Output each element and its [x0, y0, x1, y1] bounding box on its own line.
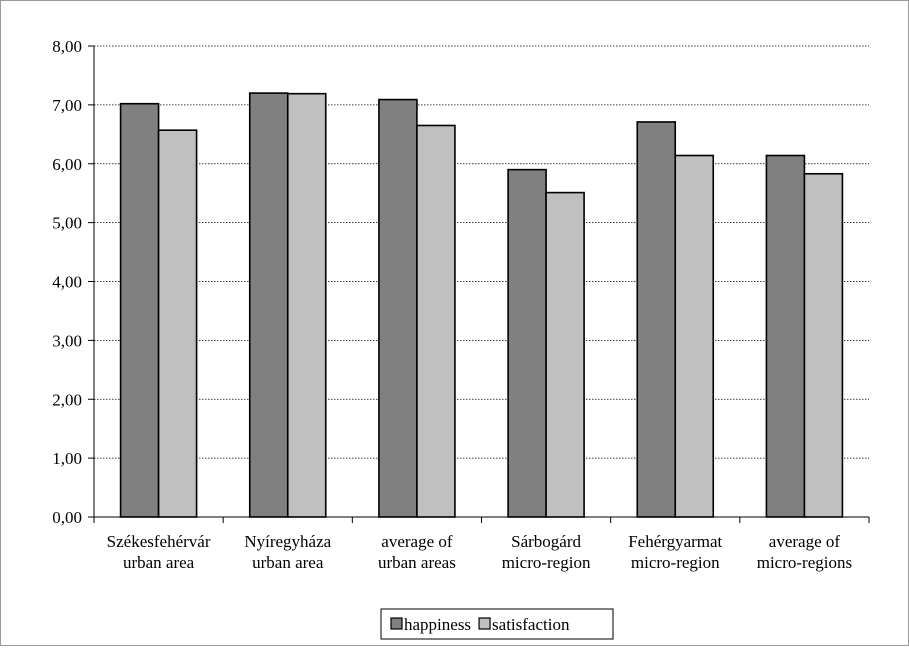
x-category-label: average of micro-regions — [757, 532, 852, 572]
x-category-label: average of urban areas — [378, 532, 456, 572]
gridlines — [94, 45, 869, 459]
x-category-label-line: average of — [381, 532, 453, 551]
bars — [119, 92, 844, 518]
y-tick-label: 4,00 — [52, 273, 82, 292]
y-tick-label: 3,00 — [52, 331, 82, 350]
bar-happiness — [765, 154, 806, 518]
y-tick-label: 0,00 — [52, 508, 82, 527]
bar-happiness — [248, 92, 289, 518]
bar-happiness — [636, 121, 677, 518]
legend-swatch-satisfaction — [478, 617, 491, 630]
legend-swatch-happiness — [390, 617, 403, 630]
x-category-label-line: Fehérgyarmat — [628, 532, 722, 551]
x-category-label: Fehérgyarmat micro-region — [628, 532, 722, 572]
x-category-labels: Székesfehérvár urban area Nyíregyháza urban… — [107, 532, 852, 572]
x-category-label: Nyíregyháza urban area — [244, 532, 331, 572]
y-tick-labels: 0,00 1,00 2,00 3,00 4,00 5,00 6,00 7,00 8,00 — [52, 37, 82, 527]
x-category-label-line: micro-region — [631, 553, 720, 572]
x-category-label-line: micro-regions — [757, 553, 852, 572]
legend-label-satisfaction: satisfaction — [492, 615, 570, 634]
x-category-label-line: average of — [769, 532, 841, 551]
x-category-label-line: urban area — [252, 553, 324, 572]
legend: happiness satisfaction — [380, 608, 614, 640]
x-category-label: Székesfehérvár urban area — [107, 532, 211, 572]
y-tick-label: 5,00 — [52, 214, 82, 233]
bar-happiness — [507, 168, 547, 518]
x-category-label-line: Sárbogárd — [511, 532, 581, 551]
legend-label-happiness: happiness — [404, 615, 471, 634]
y-tick-label: 1,00 — [52, 449, 82, 468]
x-category-label: Sárbogárd micro-region — [502, 532, 591, 572]
x-category-label-line: Nyíregyháza — [244, 532, 331, 551]
bar-satisfaction — [416, 124, 456, 518]
bar-satisfaction — [157, 129, 198, 518]
axes — [88, 45, 870, 523]
bar-satisfaction — [803, 172, 844, 518]
y-tick-label: 2,00 — [52, 390, 82, 409]
bar-satisfaction — [286, 92, 327, 518]
y-tick-label: 6,00 — [52, 155, 82, 174]
bar-happiness — [119, 102, 160, 518]
x-category-label-line: urban areas — [378, 553, 456, 572]
y-tick-label: 7,00 — [52, 96, 82, 115]
legend-box — [380, 608, 614, 640]
x-category-label-line: micro-region — [502, 553, 591, 572]
bar-satisfaction — [674, 154, 715, 518]
x-category-label-line: urban area — [123, 553, 195, 572]
x-category-label-line: Székesfehérvár — [107, 532, 211, 551]
bar-satisfaction — [545, 191, 585, 518]
bar-happiness — [378, 98, 418, 518]
y-tick-label: 8,00 — [52, 37, 82, 56]
